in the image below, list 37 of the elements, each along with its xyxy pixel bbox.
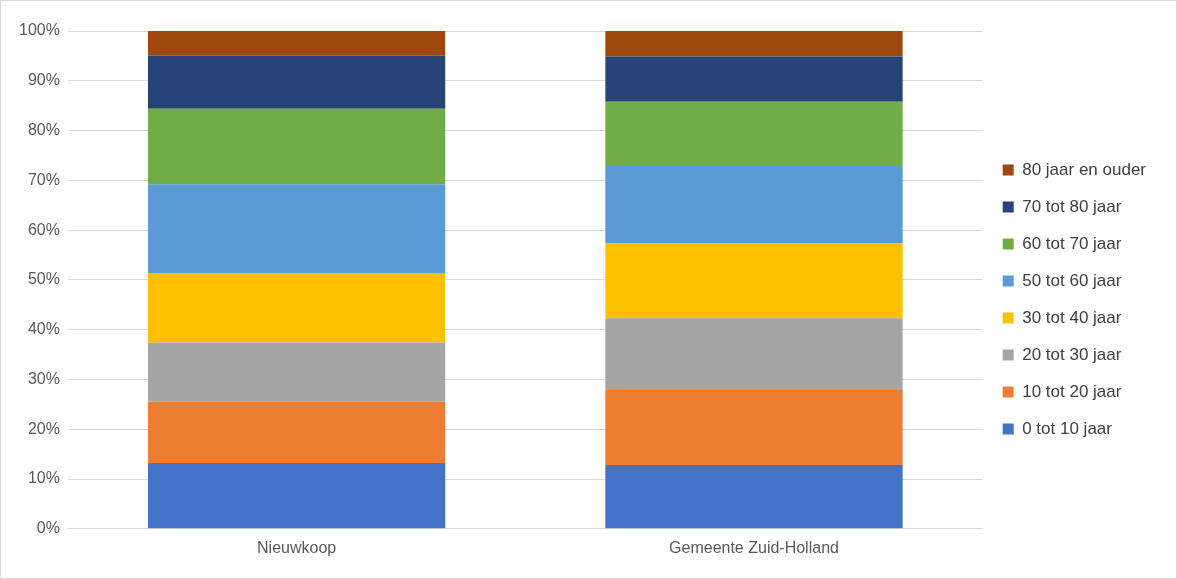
- bar: [147, 342, 446, 402]
- legend-label: 20 tot 30 jaar: [1022, 344, 1122, 364]
- y-tick-label: 60%: [27, 220, 60, 238]
- bar: [147, 31, 446, 56]
- y-tick-label: 100%: [19, 21, 60, 39]
- bar: [147, 463, 446, 529]
- bar: [605, 243, 903, 319]
- x-tick-label: Gemeente Zuid-Holland: [669, 538, 839, 556]
- legend-label: 70 tot 80 jaar: [1022, 196, 1122, 216]
- y-tick-label: 70%: [27, 170, 60, 188]
- bar: [147, 108, 446, 185]
- bar: [605, 56, 903, 102]
- legend-label: 60 tot 70 jaar: [1022, 233, 1122, 253]
- y-tick-label: 10%: [27, 469, 60, 487]
- bar: [147, 184, 446, 273]
- bar: [147, 272, 446, 343]
- bar: [605, 465, 903, 529]
- y-tick-label: 0%: [36, 519, 60, 537]
- bar: [605, 318, 903, 390]
- bar: [605, 101, 903, 166]
- legend-label: 0 tot 10 jaar: [1022, 418, 1113, 438]
- y-tick-label: 20%: [27, 419, 60, 437]
- x-tick-label: Nieuwkoop: [257, 538, 337, 556]
- y-tick-label: 80%: [27, 120, 60, 138]
- legend-label: 30 tot 40 jaar: [1022, 307, 1122, 327]
- y-tick-label: 50%: [27, 270, 60, 288]
- y-tick-label: 30%: [27, 369, 60, 387]
- y-tick-label: 40%: [27, 320, 60, 338]
- legend-label: 10 tot 20 jaar: [1022, 381, 1122, 401]
- bar: [147, 55, 446, 109]
- legend-label: 50 tot 60 jaar: [1022, 270, 1122, 290]
- y-tick-label: 90%: [27, 71, 60, 89]
- bar: [147, 401, 446, 464]
- bar: [605, 389, 903, 466]
- legend-label: 80 jaar en ouder: [1022, 159, 1147, 179]
- bar: [605, 165, 903, 244]
- bar: [605, 31, 903, 57]
